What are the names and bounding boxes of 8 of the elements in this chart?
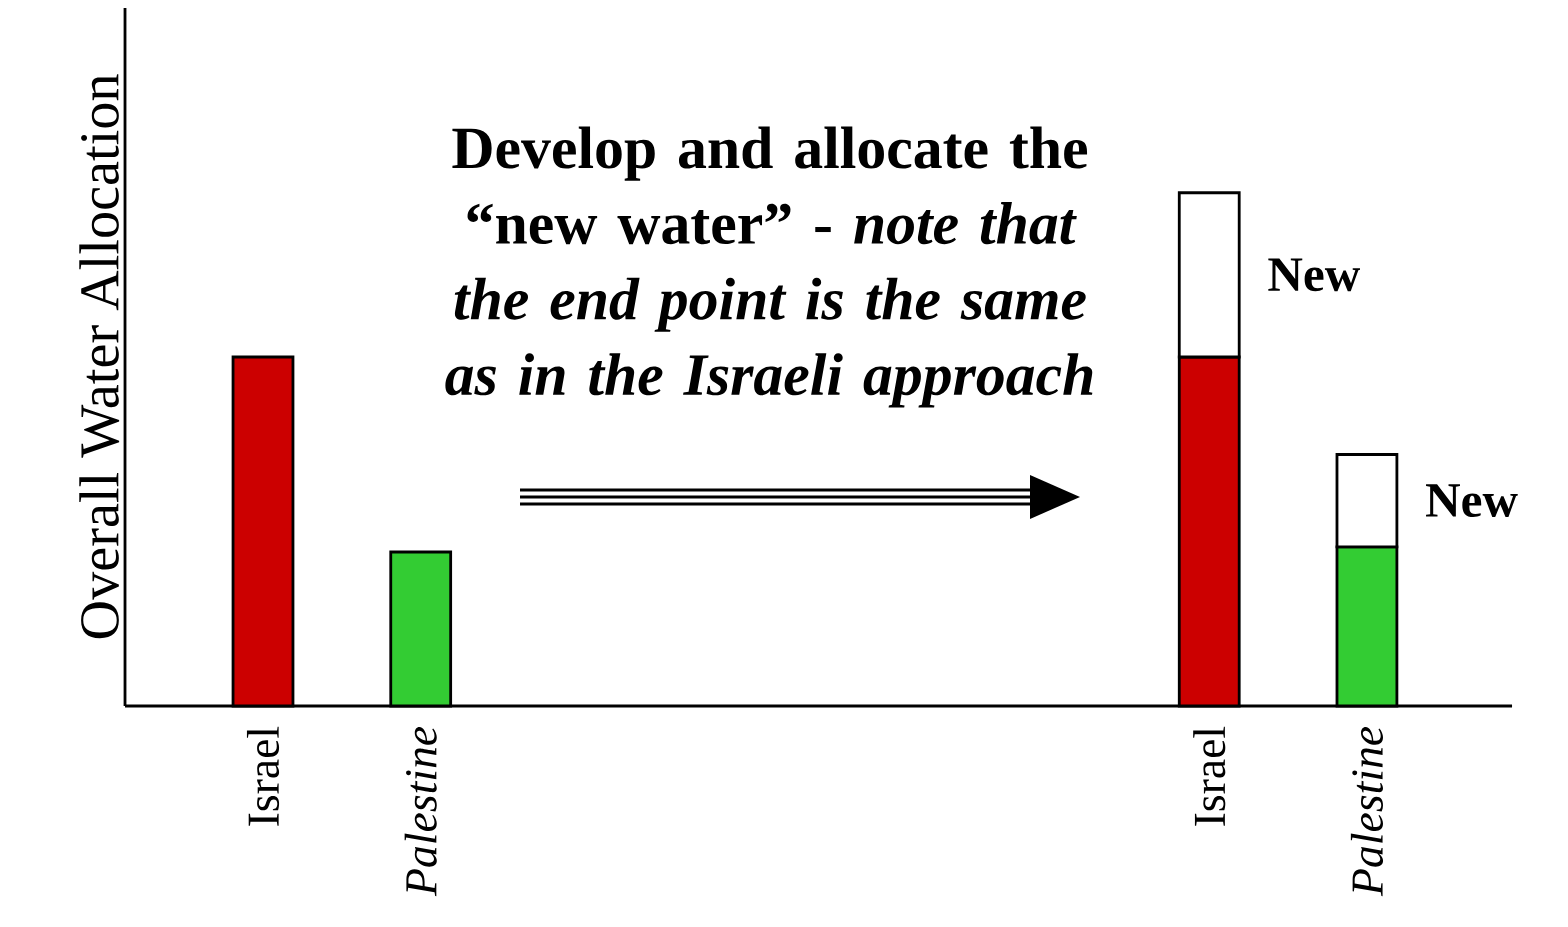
annotation: Develop and allocate the “new water” - note that the end point is the same as in the Israeli approach xyxy=(445,126,1093,408)
y-axis-title: Overall Water Allocation xyxy=(79,74,120,639)
x-tick-label: Palestine xyxy=(404,726,437,897)
series-label: New xyxy=(1268,258,1361,292)
text: New xyxy=(1426,484,1518,518)
x-tick-label: Israel xyxy=(1193,726,1226,826)
x-tick-label: Palestine xyxy=(1350,726,1384,897)
x-tick-label: Israel xyxy=(246,726,280,826)
